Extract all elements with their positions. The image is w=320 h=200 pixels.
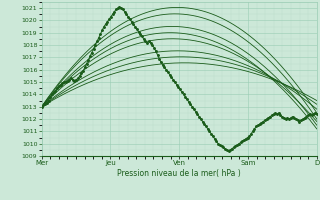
X-axis label: Pression niveau de la mer( hPa ): Pression niveau de la mer( hPa ) bbox=[117, 169, 241, 178]
